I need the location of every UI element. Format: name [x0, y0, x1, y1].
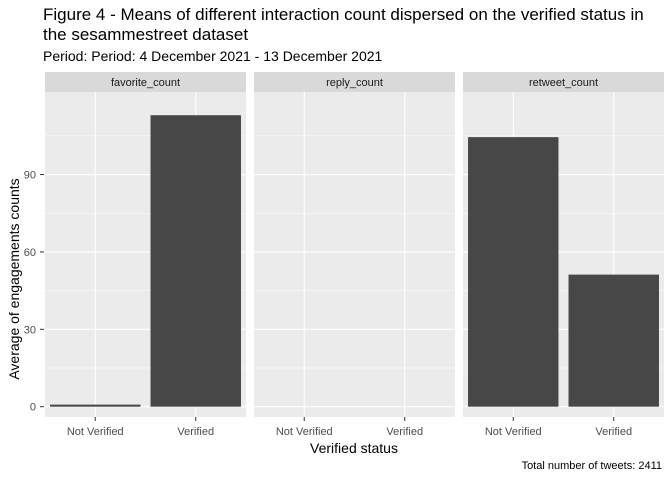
x-tick-label: Verified	[386, 426, 423, 438]
x-tick-label: Verified	[177, 426, 214, 438]
x-tick-label: Not Verified	[67, 426, 124, 438]
facet-strip-label: favorite_count	[111, 77, 180, 89]
chart-title: Figure 4 - Means of different interactio…	[43, 5, 644, 44]
facet-strip	[463, 72, 664, 92]
facet-panel	[254, 92, 455, 417]
bar-retweet_count-1	[568, 274, 659, 407]
bar-retweet_count-0	[468, 137, 559, 407]
x-axis-label: Verified status	[310, 440, 398, 456]
chart-subtitle: Period: Period: 4 December 2021 - 13 Dec…	[43, 48, 383, 64]
facet-strip-label: reply_count	[326, 77, 383, 89]
y-tick-label: 60	[24, 247, 36, 259]
bar-favorite_count-1	[150, 115, 241, 407]
facet-strip	[254, 72, 455, 92]
x-tick-label: Not Verified	[276, 426, 333, 438]
facet-strip	[45, 72, 246, 92]
chart-caption: Total number of tweets: 2411	[521, 460, 662, 472]
bar-favorite_count-0	[50, 404, 141, 407]
y-tick-label: 90	[24, 170, 36, 182]
y-tick-label: 0	[30, 402, 36, 414]
y-tick-label: 30	[24, 324, 36, 336]
x-tick-label: Not Verified	[485, 426, 542, 438]
x-tick-label: Verified	[595, 426, 632, 438]
facet-strip-label: retweet_count	[529, 77, 598, 89]
